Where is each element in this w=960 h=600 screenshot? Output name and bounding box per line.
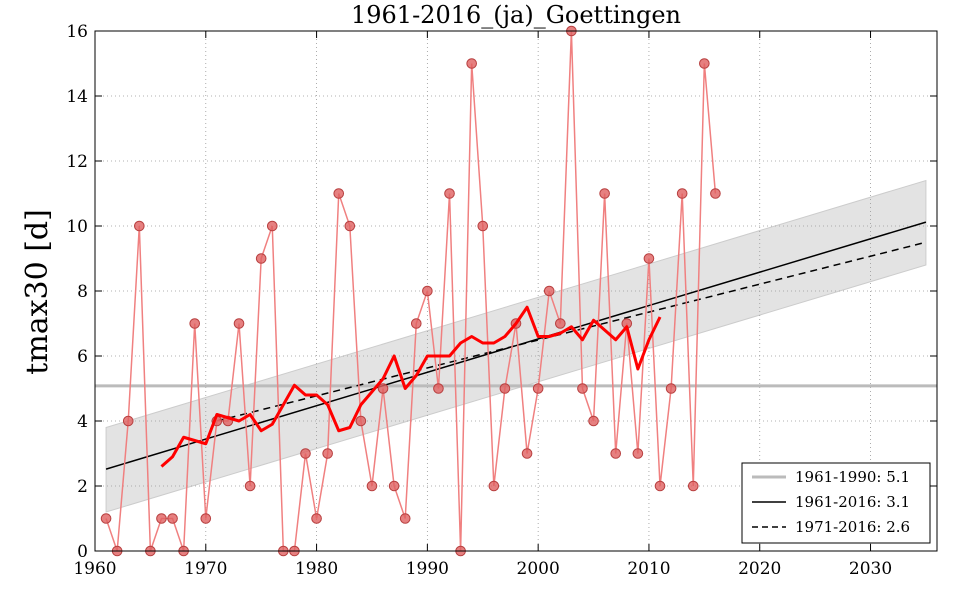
- annual-point-1988: [399, 513, 411, 524]
- y-tick-label-16: 16: [66, 22, 88, 42]
- annual-point-1989: [410, 318, 422, 329]
- legend-label-trend-full: 1961-2016: 3.1: [795, 493, 910, 511]
- x-tick-label-1970: 1970: [184, 559, 227, 579]
- y-tick-label-12: 12: [66, 152, 88, 172]
- x-tick-label-1980: 1980: [295, 559, 338, 579]
- y-tick-label-4: 4: [77, 412, 88, 432]
- y-tick-label-8: 8: [77, 282, 88, 302]
- annual-point-1967: [167, 513, 178, 524]
- annual-point-1980: [311, 513, 322, 524]
- x-tick-label-2030: 2030: [849, 559, 892, 579]
- annual-point-1992: [444, 188, 455, 199]
- running-mean-layer: [160, 305, 662, 468]
- annual-point-2002: [555, 318, 566, 329]
- y-tick-label-14: 14: [66, 87, 88, 107]
- x-tick-label-2000: 2000: [517, 559, 560, 579]
- annual-point-2013: [676, 188, 688, 199]
- annual-point-2006: [599, 188, 610, 199]
- annual-point-2010: [643, 253, 655, 264]
- x-tick-label-2020: 2020: [738, 559, 781, 579]
- trend-1971-2016-line: [216, 241, 927, 422]
- running-mean-line: [160, 305, 662, 468]
- annual-point-1985: [366, 480, 378, 492]
- reference-lines-layer: [95, 221, 937, 470]
- annual-point-1963: [122, 415, 134, 427]
- annual-point-1987: [388, 480, 400, 492]
- tick-labels-layer: 1960 1970 1980 1990 2000 2010 2020 2030 0 2 4 6 8 10 1…: [66, 22, 892, 579]
- trend-1961-2016-line: [105, 221, 927, 470]
- annual-point-1999: [521, 448, 533, 459]
- annual-point-2011: [654, 480, 666, 492]
- annual-point-1970: [200, 513, 212, 524]
- annual-point-2004: [577, 383, 588, 394]
- legend-label-baseline: 1961-1990: 5.1: [795, 468, 910, 486]
- annual-point-1973: [233, 318, 245, 329]
- legend-label-trend-recent: 1971-2016: 2.6: [795, 518, 910, 536]
- y-tick-label-2: 2: [77, 477, 88, 497]
- y-tick-label-10: 10: [66, 217, 88, 237]
- annual-point-1964: [134, 220, 145, 232]
- y-axis-label: tmax30 [d]: [20, 209, 55, 375]
- annual-point-1975: [255, 253, 267, 264]
- annual-point-1996: [488, 480, 500, 492]
- annual-point-1961: [100, 513, 112, 524]
- annual-values-line: [105, 30, 717, 552]
- annual-point-2014: [687, 480, 699, 492]
- legend: 1961-1990: 5.1 1961-2016: 3.1 1971-2016:…: [741, 462, 931, 544]
- annual-point-2007: [610, 448, 622, 459]
- annual-point-1983: [344, 220, 356, 232]
- annual-point-2001: [543, 285, 555, 297]
- annual-point-2000: [532, 383, 544, 394]
- y-tick-label-0: 0: [77, 542, 88, 562]
- annual-point-1976: [266, 220, 278, 232]
- annual-point-1979: [300, 448, 311, 459]
- annual-point-2016: [710, 188, 721, 199]
- x-tick-label-1990: 1990: [406, 559, 449, 579]
- annual-point-1995: [477, 220, 489, 232]
- annual-point-1969: [189, 318, 201, 329]
- annual-point-1994: [466, 58, 477, 69]
- annual-point-1991: [433, 383, 444, 394]
- annual-point-2005: [588, 415, 599, 427]
- annual-point-2012: [665, 383, 677, 394]
- annual-point-1984: [355, 415, 367, 427]
- annual-point-1981: [322, 448, 333, 459]
- annual-point-1982: [333, 188, 345, 199]
- annual-point-1997: [499, 383, 511, 394]
- x-tick-label-2010: 2010: [627, 559, 670, 579]
- annual-point-1990: [422, 285, 433, 297]
- annual-point-1986: [377, 383, 389, 394]
- y-tick-label-6: 6: [77, 347, 88, 367]
- annual-point-1966: [156, 513, 167, 524]
- annual-point-2015: [699, 58, 710, 69]
- axes-frame-layer: [94, 30, 938, 552]
- annual-point-2009: [632, 448, 644, 459]
- chart-title: 1961-2016_(ja)_Goettingen: [351, 1, 681, 29]
- x-tick-label-1960: 1960: [73, 559, 116, 579]
- annual-values-layer: [100, 25, 721, 557]
- annual-point-1974: [244, 480, 256, 492]
